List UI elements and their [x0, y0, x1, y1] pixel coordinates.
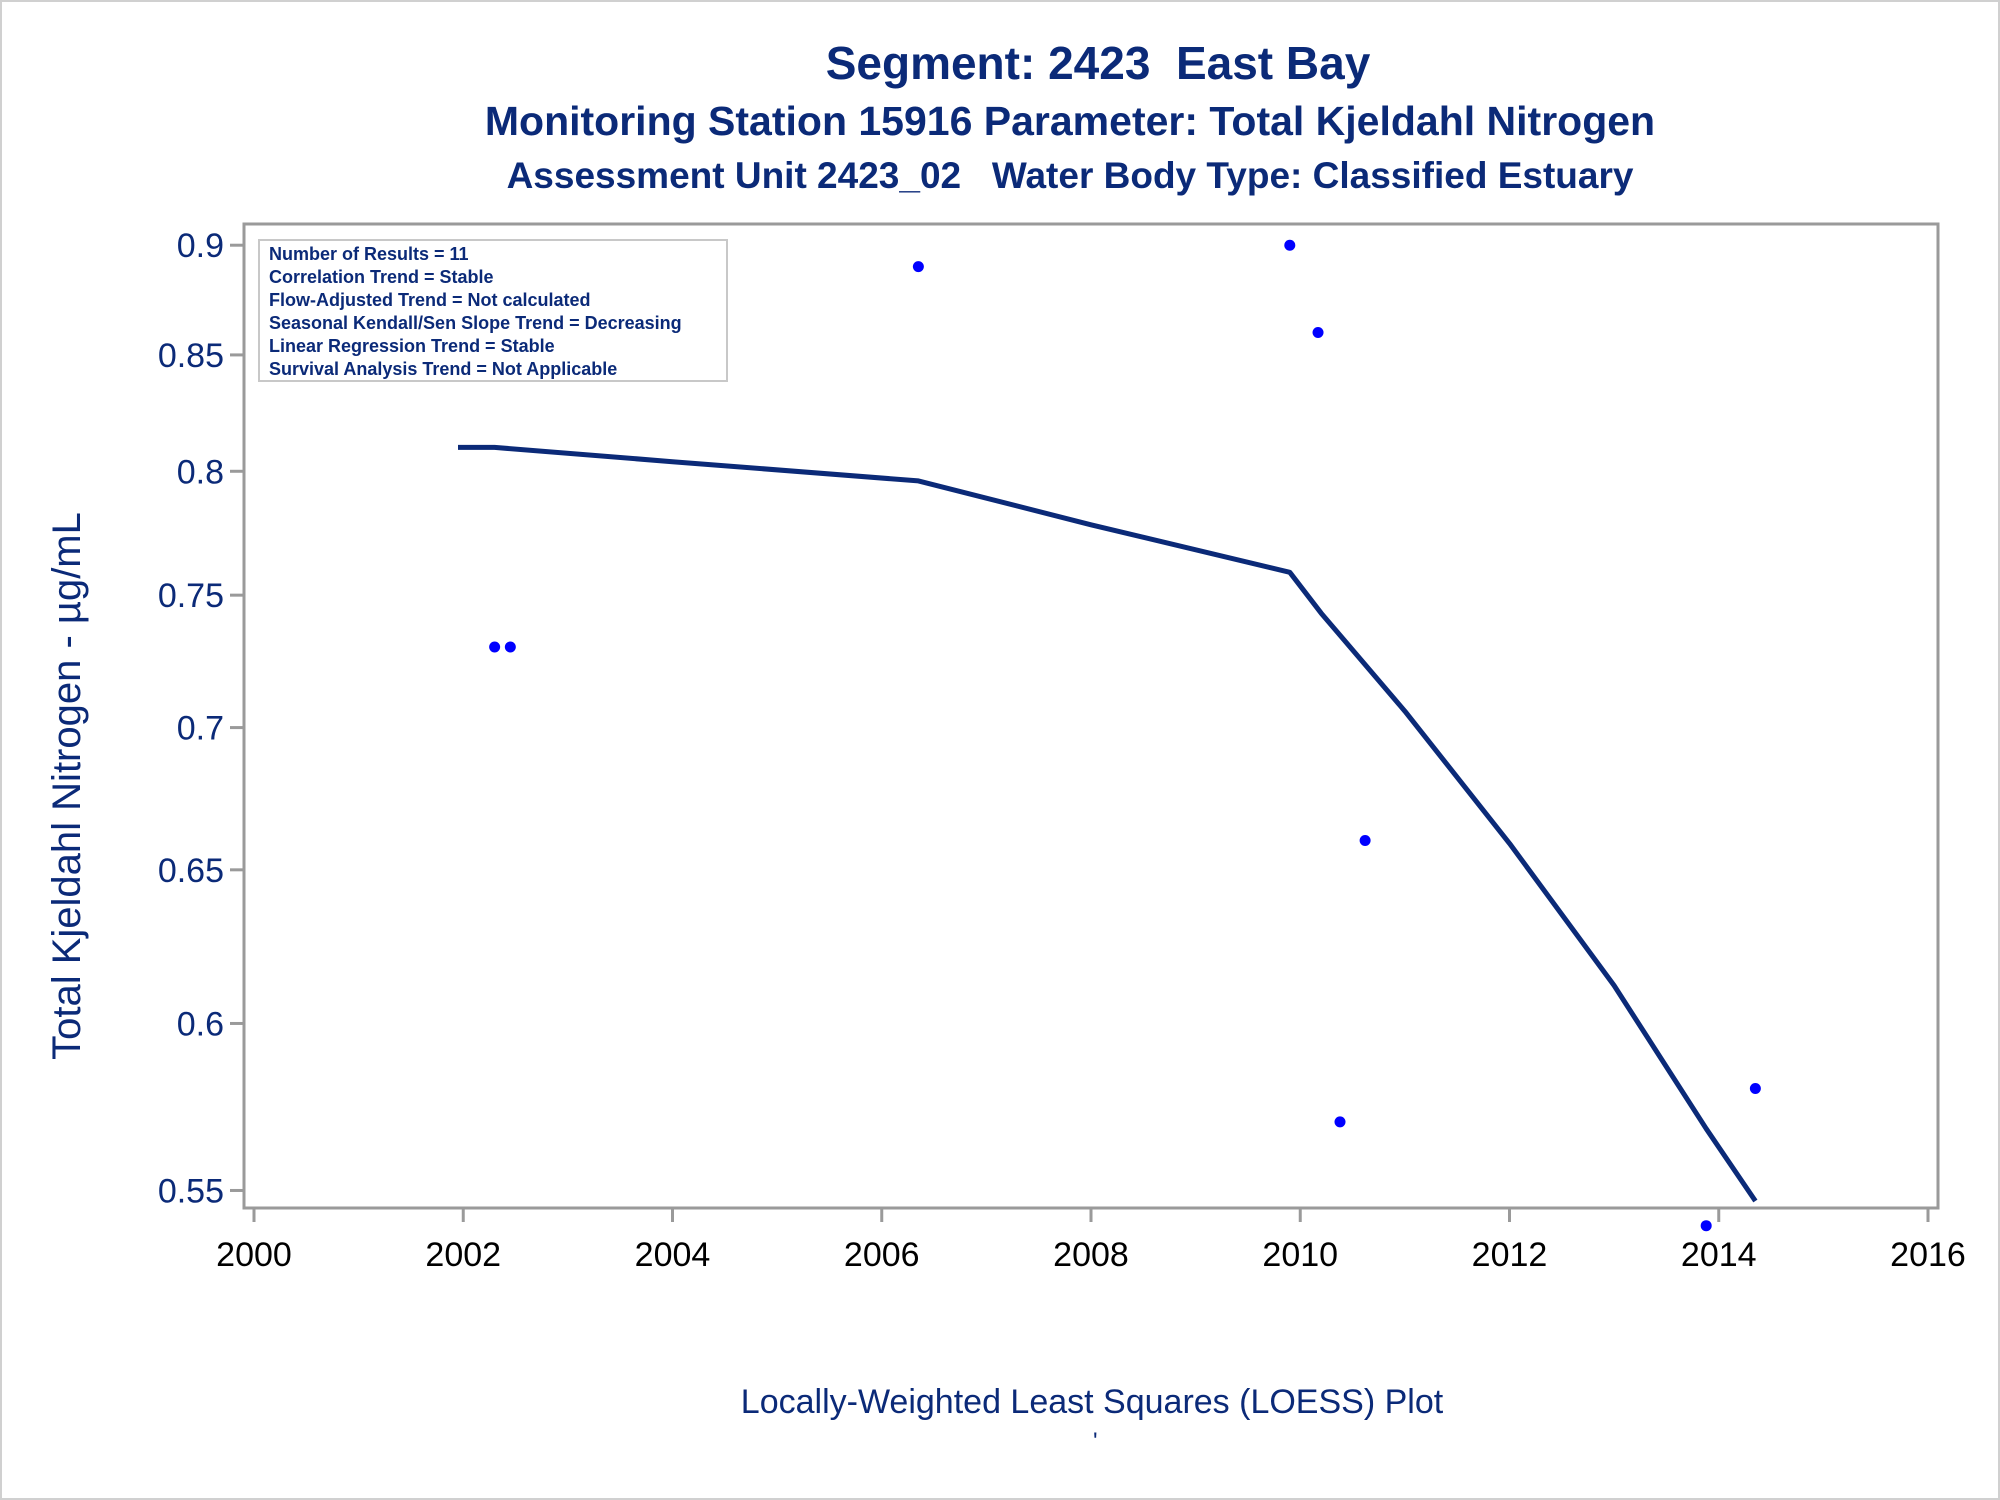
data-point	[504, 641, 516, 653]
x-tick-label: 2004	[635, 1236, 711, 1274]
x-tick-label: 2006	[844, 1236, 920, 1274]
legend-entry: Correlation Trend = Stable	[269, 267, 494, 287]
x-tick-label: 2016	[1890, 1236, 1966, 1274]
data-point	[912, 261, 924, 273]
legend-entry: Linear Regression Trend = Stable	[269, 336, 555, 356]
data-point	[1749, 1083, 1761, 1095]
data-point	[1334, 1116, 1346, 1128]
y-tick-label: 0.9	[177, 227, 224, 265]
legend-entry: Survival Analysis Trend = Not Applicable	[269, 359, 617, 379]
loess-line-group	[458, 444, 1758, 1203]
chart-subtitle: Monitoring Station 15916 Parameter: Tota…	[484, 98, 1656, 144]
x-tick-label: 2002	[425, 1236, 501, 1274]
data-points	[452, 239, 1761, 1232]
legend-entry: Number of Results = 11	[269, 244, 469, 264]
y-axis-title: Total Kjeldahl Nitrogen - µg/mL	[45, 512, 89, 1060]
y-tick-label: 0.65	[158, 852, 224, 890]
legend-entry: Flow-Adjusted Trend = Not calculated	[269, 290, 591, 310]
x-tick-label: 2014	[1681, 1236, 1757, 1274]
data-point	[489, 641, 501, 653]
footnote-mark: '	[1093, 1428, 1098, 1455]
loess-line	[458, 444, 1758, 1203]
legend-entry: Seasonal Kendall/Sen Slope Trend = Decre…	[269, 313, 682, 333]
y-tick-label: 0.8	[177, 453, 224, 491]
legend: Number of Results = 11 Correlation Trend …	[258, 239, 728, 382]
footnote: Locally-Weighted Least Squares (LOESS) P…	[740, 1383, 1444, 1421]
y-tick-label: 0.7	[177, 710, 224, 748]
chart-title: Segment: 2423 East Bay	[825, 37, 1371, 89]
y-tick-label: 0.6	[177, 1005, 224, 1043]
x-axis: 2000 2002 2004 2006 2008 2010 2012 2014 2016	[216, 1208, 1966, 1274]
chart-subtitle-2: Assessment Unit 2423_02 Water Body Type:…	[506, 155, 1634, 196]
data-point	[1284, 239, 1296, 251]
data-point	[1312, 326, 1324, 338]
y-axis: 0.55 0.6 0.65 0.7 0.75 0.8 0.85 0.9	[158, 227, 244, 1210]
data-point	[1359, 835, 1371, 847]
y-tick-label: 0.85	[158, 337, 224, 375]
y-tick-label: 0.75	[158, 577, 224, 615]
data-point	[1700, 1220, 1712, 1232]
x-tick-label: 2008	[1053, 1236, 1129, 1274]
legend-box	[258, 239, 728, 382]
x-tick-label: 2010	[1262, 1236, 1338, 1274]
y-tick-label: 0.55	[158, 1172, 224, 1210]
x-tick-label: 2000	[216, 1236, 292, 1274]
x-tick-label: 2012	[1472, 1236, 1548, 1274]
